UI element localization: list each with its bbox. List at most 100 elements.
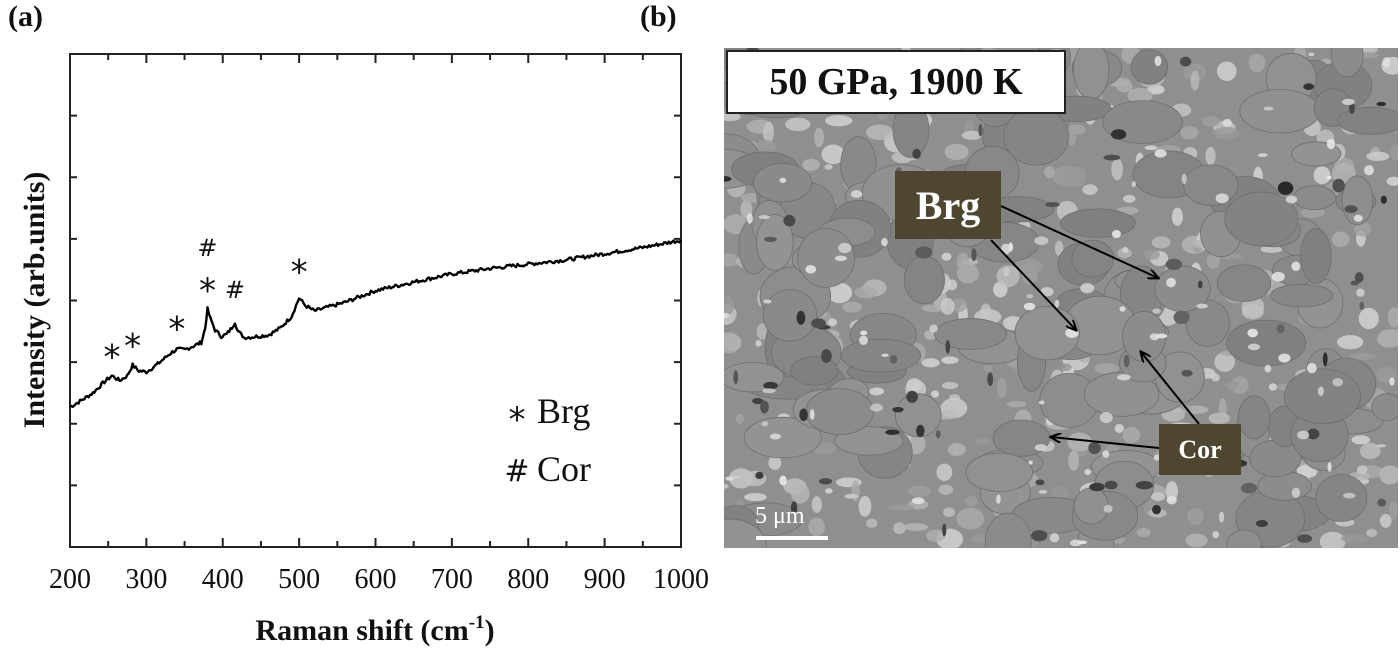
sem-speck bbox=[1034, 444, 1048, 451]
sem-grain bbox=[1380, 328, 1398, 336]
sem-speck bbox=[1131, 181, 1136, 187]
sem-speck bbox=[1215, 193, 1229, 204]
sem-speck bbox=[1247, 343, 1261, 351]
sem-grain bbox=[756, 213, 794, 271]
sem-pore bbox=[987, 372, 994, 387]
sem-speck bbox=[996, 494, 1001, 504]
sem-pore bbox=[1354, 272, 1364, 283]
sem-pore bbox=[1255, 519, 1268, 527]
legend-label: Cor bbox=[537, 449, 591, 489]
sem-speck bbox=[1084, 469, 1092, 476]
sem-speck bbox=[881, 237, 888, 247]
sem-grain bbox=[724, 334, 742, 352]
sem-grain bbox=[785, 117, 811, 132]
sem-pore bbox=[1152, 504, 1161, 515]
sem-speck bbox=[1357, 465, 1368, 475]
sem-grain bbox=[1073, 48, 1110, 100]
sem-speck bbox=[1144, 145, 1158, 151]
sem-grain bbox=[790, 483, 810, 504]
sem-grain bbox=[1336, 335, 1364, 350]
x-tick-label: 900 bbox=[584, 564, 626, 595]
y-axis-label: Intensity (arb.units) bbox=[18, 172, 51, 429]
sem-speck bbox=[860, 330, 868, 336]
sem-speck bbox=[1099, 412, 1113, 424]
brg-phase-label: Brg bbox=[895, 171, 1001, 239]
sem-grain bbox=[1348, 353, 1376, 360]
brg-peak-marker: * bbox=[104, 338, 121, 378]
sem-grain bbox=[1060, 208, 1136, 238]
sem-speck bbox=[1054, 299, 1060, 308]
sem-pore bbox=[1377, 498, 1387, 507]
sem-grain bbox=[743, 416, 822, 459]
sem-pore bbox=[790, 501, 798, 514]
sem-grain bbox=[926, 529, 946, 542]
sem-grain bbox=[1116, 80, 1133, 93]
sem-pore bbox=[1031, 530, 1048, 542]
sem-grain bbox=[984, 512, 1032, 548]
sem-pore bbox=[1110, 129, 1127, 140]
legend-symbol: * bbox=[509, 400, 526, 440]
sem-grain bbox=[744, 493, 767, 502]
sem-pore bbox=[906, 390, 918, 403]
sem-speck bbox=[1342, 98, 1355, 106]
sem-grain bbox=[1224, 191, 1299, 247]
sem-speck bbox=[1389, 377, 1395, 386]
sem-grain bbox=[996, 377, 1007, 398]
sem-speck bbox=[850, 190, 863, 198]
sem-speck bbox=[844, 493, 859, 499]
sem-grain bbox=[811, 496, 822, 513]
sem-speck bbox=[758, 215, 771, 220]
sem-grain bbox=[965, 452, 1034, 492]
sem-grain bbox=[1351, 435, 1371, 445]
sem-pore bbox=[819, 478, 833, 485]
sem-pore bbox=[821, 349, 832, 363]
sem-grain bbox=[865, 124, 894, 141]
cor-peak-marker: # bbox=[197, 234, 217, 262]
sem-speck bbox=[805, 264, 817, 274]
sem-pore bbox=[1035, 479, 1045, 486]
sem-speck bbox=[1038, 400, 1045, 405]
sem-pore bbox=[783, 214, 796, 227]
x-tick-label: 500 bbox=[278, 564, 320, 595]
sem-speck bbox=[1326, 138, 1336, 150]
sem-speck bbox=[746, 213, 753, 224]
sem-speck bbox=[724, 312, 730, 319]
sem-grain bbox=[1127, 87, 1153, 104]
sem-grain bbox=[1283, 368, 1362, 424]
sem-grain bbox=[1379, 465, 1398, 485]
sem-grain bbox=[854, 286, 878, 299]
sem-speck bbox=[755, 340, 762, 347]
sem-grain bbox=[1065, 166, 1087, 187]
sem-grain bbox=[821, 144, 845, 165]
sem-grain bbox=[1356, 288, 1365, 297]
sem-speck bbox=[762, 388, 776, 394]
sem-grain bbox=[735, 413, 744, 424]
sem-speck bbox=[1117, 374, 1131, 381]
sem-grain bbox=[1190, 70, 1200, 91]
sem-grain bbox=[834, 426, 904, 456]
sem-grain bbox=[865, 518, 878, 529]
sem-speck bbox=[1003, 267, 1010, 277]
sem-grain bbox=[1082, 184, 1098, 195]
sem-speck bbox=[1247, 328, 1258, 338]
sem-speck bbox=[1149, 333, 1160, 341]
sem-speck bbox=[1080, 283, 1095, 294]
sem-grain bbox=[840, 338, 922, 373]
sem-grain bbox=[1371, 393, 1398, 421]
sem-grain bbox=[965, 495, 978, 507]
sem-grain bbox=[858, 495, 872, 517]
sem-pore bbox=[889, 355, 898, 364]
sem-speck bbox=[1123, 194, 1136, 203]
sem-pore bbox=[1359, 301, 1365, 310]
condition-label: 50 GPa, 1900 K bbox=[726, 50, 1066, 114]
sem-grain bbox=[907, 485, 931, 498]
brg-peak-marker: * bbox=[199, 271, 216, 311]
sem-grain bbox=[1300, 207, 1325, 218]
sem-grain bbox=[1260, 245, 1283, 253]
sem-speck bbox=[761, 421, 769, 427]
sem-speck bbox=[1353, 214, 1363, 222]
sem-speck bbox=[1040, 286, 1054, 297]
sem-grain bbox=[934, 318, 1007, 350]
sem-speck bbox=[724, 483, 729, 489]
sem-pore bbox=[755, 471, 764, 480]
